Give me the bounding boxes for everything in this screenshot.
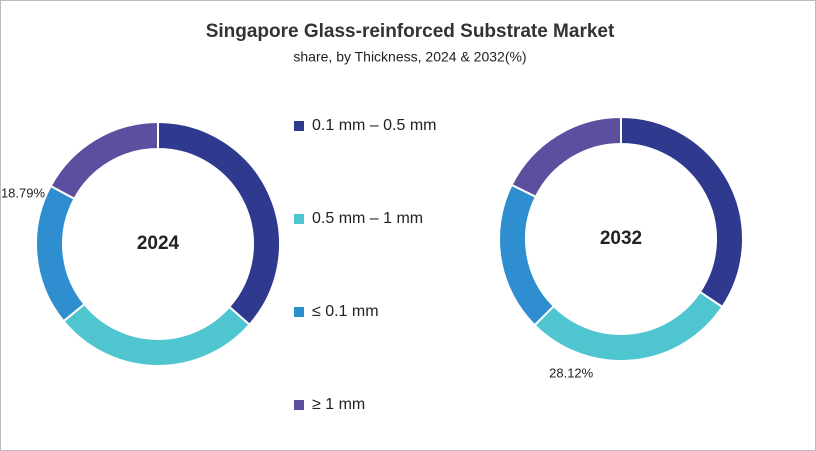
legend-swatch — [294, 400, 304, 410]
donut-center-label: 2032 — [600, 228, 642, 249]
legend-swatch — [294, 121, 304, 131]
legend-swatch — [294, 214, 304, 224]
donut-center-label: 2024 — [137, 233, 180, 254]
donut-segment — [49, 120, 159, 201]
legend-label: ≤ 0.1 mm — [312, 303, 379, 320]
data-label: 28.12% — [549, 366, 594, 381]
donut-segment — [510, 115, 622, 199]
legend-swatch — [294, 307, 304, 317]
legend-label: 0.1 mm – 0.5 mm — [312, 117, 436, 134]
chart-title: Singapore Glass-reinforced Substrate Mar… — [206, 21, 615, 42]
legend-label: ≥ 1 mm — [312, 396, 365, 413]
data-label: 18.79% — [1, 185, 46, 200]
legend-label: 0.5 mm – 1 mm — [312, 210, 423, 227]
chart-subtitle: share, by Thickness, 2024 & 2032(%) — [293, 49, 526, 65]
